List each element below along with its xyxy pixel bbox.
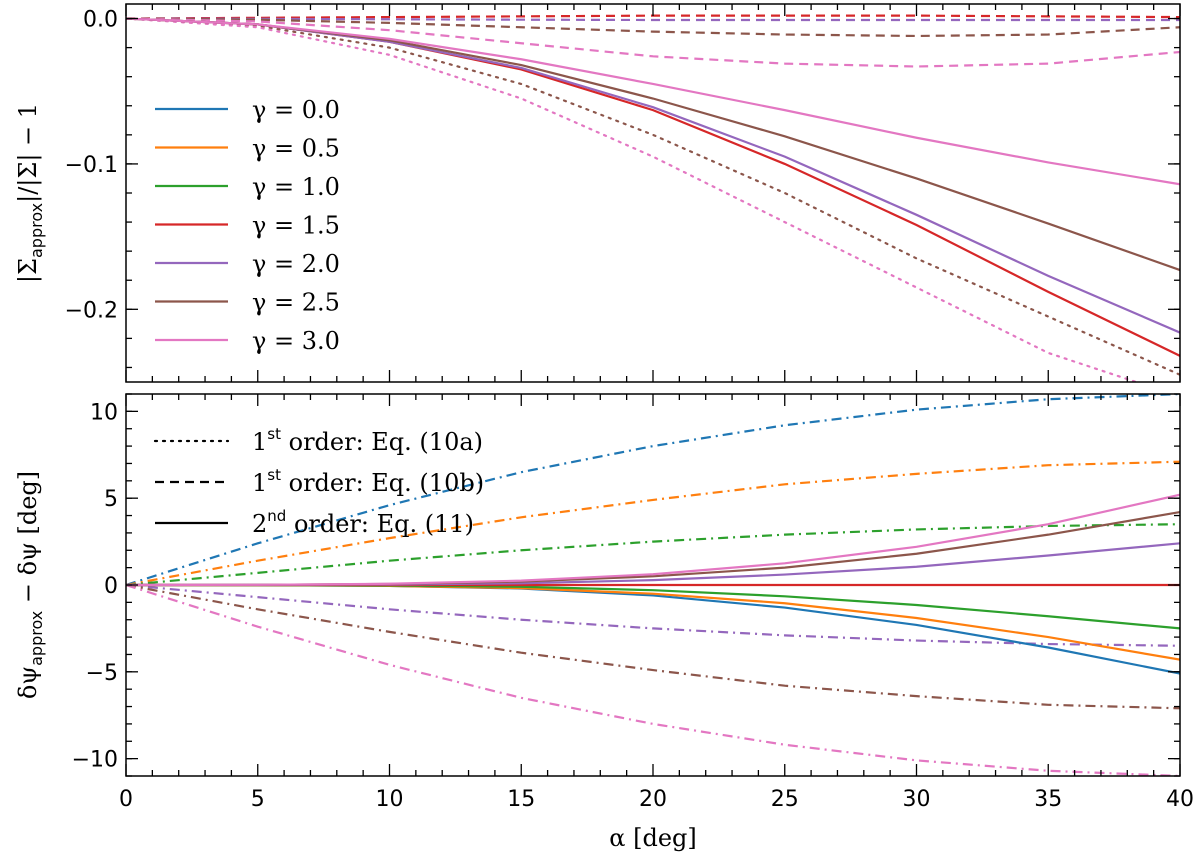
y-tick-label: 0.0 <box>83 8 118 33</box>
series-line-1-0 <box>126 394 1180 587</box>
series-line-0-3 <box>126 17 1180 68</box>
legend-label: γ = 1.0 <box>252 173 340 201</box>
series-line-0-1 <box>126 17 1180 22</box>
y-tick-label: −10 <box>72 748 118 773</box>
top-ticks <box>125 4 1181 382</box>
series-line-1-3 <box>126 583 1180 647</box>
x-tick-label: 5 <box>251 787 265 812</box>
legend-label: 1st order: Eq. (10b) <box>252 466 484 497</box>
bottom-legend: 1st order: Eq. (10a) 1st order: Eq. (10b)… <box>153 425 484 538</box>
legend-label: 2nd order: Eq. (11) <box>252 507 474 538</box>
x-tick-label: 15 <box>507 787 535 812</box>
top-panel: 0.0−0.1−0.2 |Σapprox|/|Σ| − 1 γ = 0.0γ =… <box>14 3 1181 383</box>
series-line-1-1 <box>126 460 1180 587</box>
x-tick-label: 0 <box>119 787 133 812</box>
top-y-axis-label: |Σapprox|/|Σ| − 1 <box>14 103 46 283</box>
legend-label: γ = 0.5 <box>252 135 340 163</box>
x-tick-label: 35 <box>1034 787 1062 812</box>
series-line-0-4 <box>126 17 1180 376</box>
series-line-1-2 <box>126 523 1180 587</box>
x-tick-label: 25 <box>771 787 799 812</box>
series-line-1-5 <box>126 583 1180 776</box>
y-tick-label: −5 <box>86 661 118 686</box>
bottom-ticks <box>125 393 1181 777</box>
series-line-0-9 <box>126 17 1180 186</box>
top-legend: γ = 0.0 γ = 0.5 γ = 1.0 γ = 1.5 γ = 2.0 γ = 2… <box>155 96 340 355</box>
bottom-y-axis-label: δψapprox − δψ [deg] <box>14 471 46 699</box>
top-ytick-labels: 0.0 −0.1 −0.2 <box>65 8 118 324</box>
x-tick-label: 20 <box>639 787 667 812</box>
bottom-panel: 10 5 0 −5 −10 0 5 10 15 20 25 30 35 40 δψapprox − δψ… <box>14 393 1194 852</box>
bottom-xtick-labels: 0 5 10 15 20 25 30 35 40 <box>119 787 1194 812</box>
series-line-0-5 <box>126 17 1140 382</box>
x-tick-label: 10 <box>376 787 404 812</box>
y-tick-label: −0.1 <box>65 153 118 178</box>
y-tick-label: 10 <box>90 400 118 425</box>
y-tick-label: −0.2 <box>65 298 118 323</box>
y-tick-label: 0 <box>104 574 118 599</box>
legend-label: 1st order: Eq. (10a) <box>252 425 483 456</box>
series-line-1-8 <box>126 583 1180 630</box>
bottom-series-group <box>126 394 1180 776</box>
legend-label: γ = 0.0 <box>252 96 340 124</box>
x-tick-label: 30 <box>903 787 931 812</box>
bottom-ytick-labels: 10 5 0 −5 −10 <box>72 400 118 772</box>
series-line-1-12 <box>126 493 1180 587</box>
legend-label: γ = 3.0 <box>252 327 340 355</box>
series-line-1-10 <box>126 542 1180 587</box>
legend-label: γ = 2.0 <box>252 250 340 278</box>
top-series-group <box>126 14 1180 382</box>
y-tick-label: 5 <box>104 487 118 512</box>
series-line-0-2 <box>126 17 1180 38</box>
series-line-1-4 <box>126 583 1180 710</box>
legend-label: γ = 2.5 <box>252 289 340 317</box>
legend-label: γ = 1.5 <box>252 212 340 240</box>
x-tick-label: 40 <box>1166 787 1194 812</box>
x-axis-label: α [deg] <box>609 824 697 852</box>
